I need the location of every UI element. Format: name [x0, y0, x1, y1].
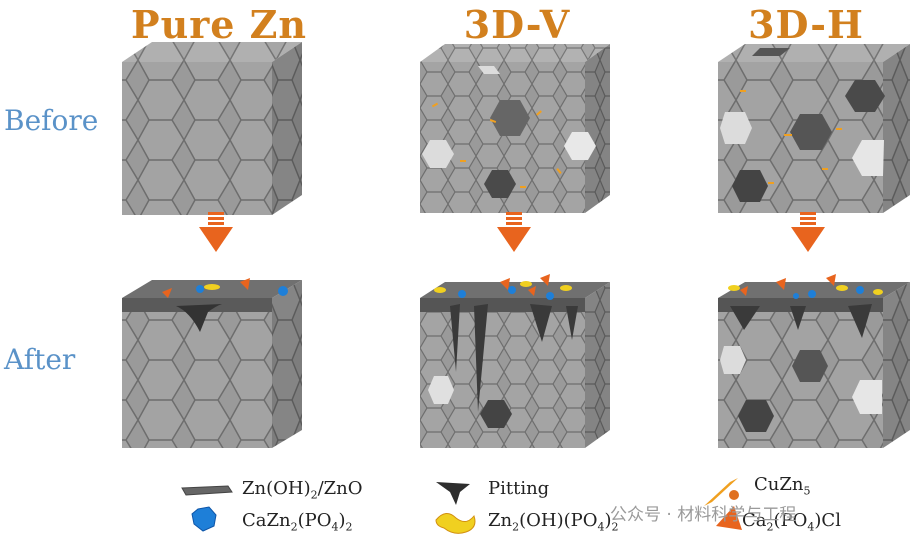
legend-zn-oh-zno-label: Zn(OH)2/ZnO	[242, 478, 363, 502]
row-label-before: Before	[4, 104, 99, 137]
legend-ca2-po4-cl-label: Ca2(PO4)Cl	[742, 510, 841, 534]
block-pure-zn-after	[122, 278, 302, 448]
block-3d-v-before	[420, 44, 610, 213]
column-title-3d-v: 3D-V	[463, 2, 571, 47]
legend-zn2-oh-po4-label: Zn2(OH)(PO4)2	[488, 510, 619, 534]
row-label-after: After	[4, 343, 76, 376]
legend-zn-oh-zno-icon	[181, 485, 233, 496]
arrow-3d-v	[497, 212, 531, 252]
legend-pitting-icon	[436, 482, 470, 505]
column-title-3d-h: 3D-H	[748, 2, 864, 47]
block-3d-h-after	[718, 274, 910, 448]
legend-cazn-po4-label: CaZn2(PO4)2	[242, 510, 353, 534]
arrow-pure-zn	[199, 212, 233, 252]
watermark: 公众号 · 材料科学与工程	[610, 505, 797, 525]
block-pure-zn-before	[122, 42, 302, 215]
arrow-3d-h	[791, 212, 825, 252]
legend-cuzn5-icon	[704, 478, 739, 506]
legend-pitting-label: Pitting	[488, 478, 550, 499]
block-3d-h-before	[718, 44, 910, 213]
legend-cazn-po4-icon	[191, 506, 217, 532]
column-title-pure-zn: Pure Zn	[131, 2, 307, 47]
legend-ca2-po4-cl-icon	[716, 506, 742, 530]
legend-zn2-oh-po4-icon	[435, 513, 476, 534]
block-3d-v-after	[420, 274, 610, 448]
legend-cuzn5-label: CuZn5	[754, 474, 811, 498]
